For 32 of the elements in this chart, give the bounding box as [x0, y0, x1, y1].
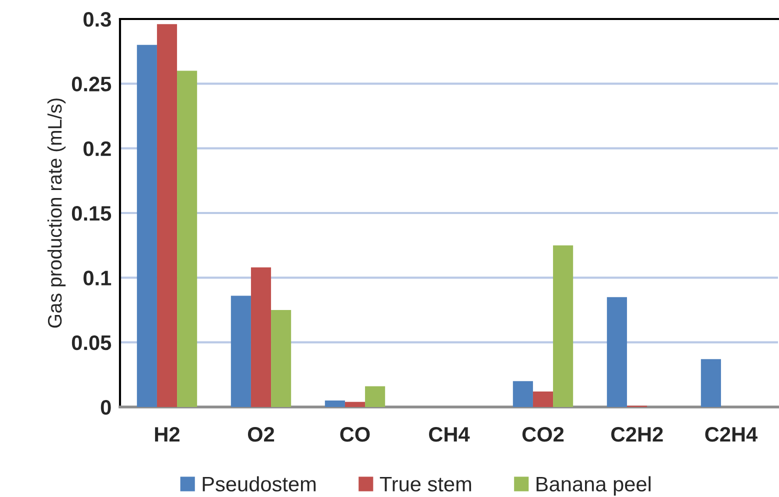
legend-label: True stem: [380, 476, 472, 492]
x-tick-label: CO: [340, 426, 370, 442]
x-tick-label: CH4: [429, 426, 470, 442]
bar: [271, 310, 292, 407]
x-tick-label: C2H2: [611, 426, 663, 442]
y-tick-label: 0: [100, 400, 111, 415]
bar: [250, 267, 272, 407]
bar: [553, 245, 574, 407]
y-tick-label: 0.15: [72, 206, 112, 221]
legend-label: Banana peel: [536, 476, 651, 496]
bar: [606, 297, 627, 407]
bar: [136, 44, 157, 407]
bar: [700, 359, 721, 407]
bar: [177, 70, 198, 407]
bar: [365, 386, 386, 407]
bar: [156, 24, 178, 407]
x-tick-label: CO2: [522, 426, 564, 442]
y-tick-label: 0.1: [84, 270, 112, 286]
bar: [324, 400, 345, 407]
y-tick-label: 0.25: [72, 76, 112, 92]
bar: [532, 391, 554, 407]
y-tick-label: 0.2: [84, 141, 111, 156]
legend-label: Pseudostem: [202, 476, 316, 492]
bar: [230, 296, 251, 407]
y-tick-label: 0.3: [84, 12, 111, 27]
y-tick-label: 0.05: [72, 335, 112, 350]
bar: [512, 381, 533, 407]
y-axis-title: Gas production rate (mL/s): [47, 98, 66, 328]
x-tick-label: C2H4: [705, 426, 758, 442]
x-tick-label: O2: [248, 426, 274, 442]
bar: [344, 402, 366, 407]
x-tick-label: H2: [155, 426, 180, 442]
